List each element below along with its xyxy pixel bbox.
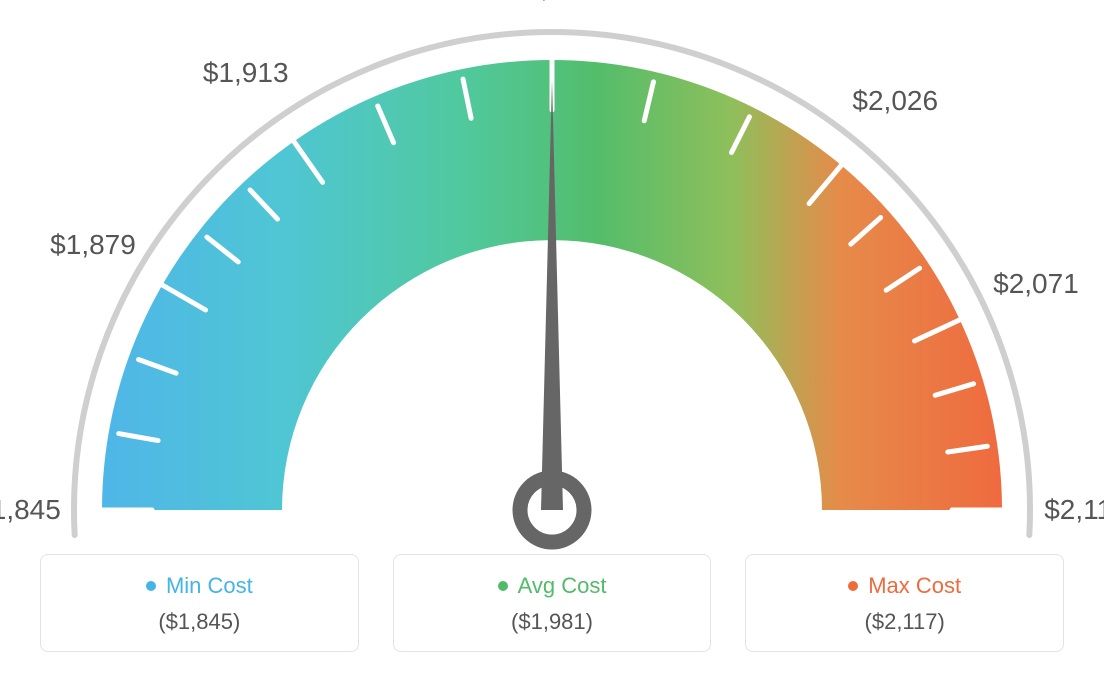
legend-label: Max Cost: [868, 573, 961, 599]
gauge-tick-label: $1,879: [50, 229, 136, 261]
gauge-tick-label: $2,071: [993, 268, 1079, 300]
gauge-tick-label: $1,981: [509, 0, 595, 4]
gauge-svg: [0, 0, 1104, 560]
gauge-tick-label: $2,026: [852, 85, 938, 117]
gauge-area: $1,845 $1,879 $1,913 $1,981 $2,026 $2,071 $2,1…: [0, 0, 1104, 560]
gauge-tick-label: $2,117: [1044, 494, 1104, 526]
legend-value: ($1,845): [51, 609, 348, 635]
legend-card-header: Max Cost: [756, 573, 1053, 599]
legend-card-header: Avg Cost: [404, 573, 701, 599]
gauge-tick-label: $1,913: [203, 57, 289, 89]
legend-card-header: Min Cost: [51, 573, 348, 599]
legend-dot-icon: [498, 581, 508, 591]
legend-dot-icon: [146, 581, 156, 591]
legend-value: ($2,117): [756, 609, 1053, 635]
legend-label: Avg Cost: [518, 573, 607, 599]
gauge-chart-widget: $1,845 $1,879 $1,913 $1,981 $2,026 $2,071 $2,1…: [0, 0, 1104, 690]
legend-card-max: Max Cost ($2,117): [745, 554, 1064, 652]
legend-card-min: Min Cost ($1,845): [40, 554, 359, 652]
legend-dot-icon: [848, 581, 858, 591]
gauge-tick-label: $1,845: [0, 494, 61, 526]
legend-row: Min Cost ($1,845) Avg Cost ($1,981) Max Cost…: [0, 554, 1104, 652]
legend-label: Min Cost: [166, 573, 253, 599]
legend-card-avg: Avg Cost ($1,981): [393, 554, 712, 652]
legend-value: ($1,981): [404, 609, 701, 635]
